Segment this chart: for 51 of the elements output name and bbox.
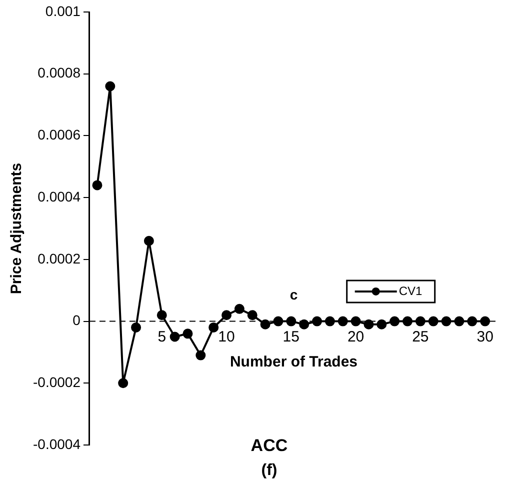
point (338, 316, 348, 326)
point (208, 322, 219, 332)
y-tick-label: 0 (72, 312, 81, 328)
y-tick-label: 0.001 (45, 2, 81, 19)
point (118, 378, 128, 388)
point (182, 328, 193, 339)
y-tick-label: 0.0004 (38, 188, 81, 204)
annotation: ACC (250, 436, 288, 455)
y-axis-title: Price Adjustments (8, 162, 26, 294)
point (92, 180, 102, 190)
point (156, 310, 167, 320)
point (428, 316, 438, 326)
point (260, 319, 270, 330)
point (441, 316, 452, 326)
y-tick-label: -0.0002 (33, 374, 81, 390)
point (196, 350, 206, 360)
text: (f) (261, 462, 278, 480)
point (390, 316, 400, 326)
point (131, 322, 142, 332)
x-tick-label: 5 (158, 328, 166, 346)
y-tick-label: 0.0008 (38, 64, 81, 81)
point (454, 316, 464, 326)
point (376, 319, 387, 330)
y-tick-label: 0.0002 (38, 250, 81, 266)
point (170, 332, 180, 342)
x-tick-label: 20 (347, 328, 364, 346)
point (286, 316, 296, 326)
point (222, 310, 232, 320)
point (415, 316, 426, 326)
x-tick-label: 30 (476, 328, 494, 346)
x-tick-label: 15 (282, 328, 300, 346)
point (312, 316, 322, 326)
point (247, 310, 258, 320)
point (350, 316, 361, 326)
point (144, 236, 154, 246)
point (105, 81, 116, 92)
point (480, 316, 490, 326)
point (364, 319, 374, 330)
x-tick-label: 25 (412, 328, 429, 346)
y-tick-label: -0.0004 (33, 436, 81, 452)
legend-label: CV1 (398, 284, 423, 298)
x-tick-label: 10 (218, 328, 235, 346)
point (234, 304, 244, 314)
point (467, 316, 478, 326)
annotation: c (290, 286, 298, 303)
y-tick-label: 0.0006 (38, 126, 81, 143)
x-axis-title: Number of Trades (230, 353, 358, 370)
point (402, 316, 413, 326)
point (324, 316, 335, 326)
point (299, 319, 310, 330)
point (273, 316, 284, 326)
